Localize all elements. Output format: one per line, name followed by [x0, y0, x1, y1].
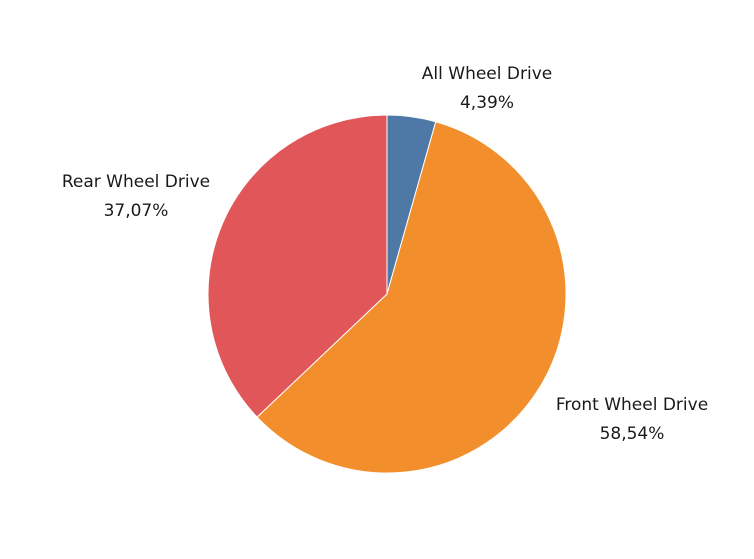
slice-value-label: 4,39% [460, 93, 514, 113]
slice-category-label: Front Wheel Drive [556, 395, 708, 415]
pie-slices [207, 114, 567, 474]
slice-label-rear-wheel-drive: Rear Wheel Drive 37,07% [62, 172, 210, 221]
pie-slice-rear-wheel-drive [207, 114, 388, 418]
slice-category-label: All Wheel Drive [422, 64, 552, 84]
slice-value-label: 58,54% [600, 424, 665, 444]
slice-label-front-wheel-drive: Front Wheel Drive 58,54% [556, 395, 708, 444]
pie-slice-front-wheel-drive [256, 121, 567, 474]
slice-category-label: Rear Wheel Drive [62, 172, 210, 192]
slice-label-all-wheel-drive: All Wheel Drive 4,39% [422, 64, 552, 113]
slice-value-label: 37,07% [104, 201, 169, 221]
